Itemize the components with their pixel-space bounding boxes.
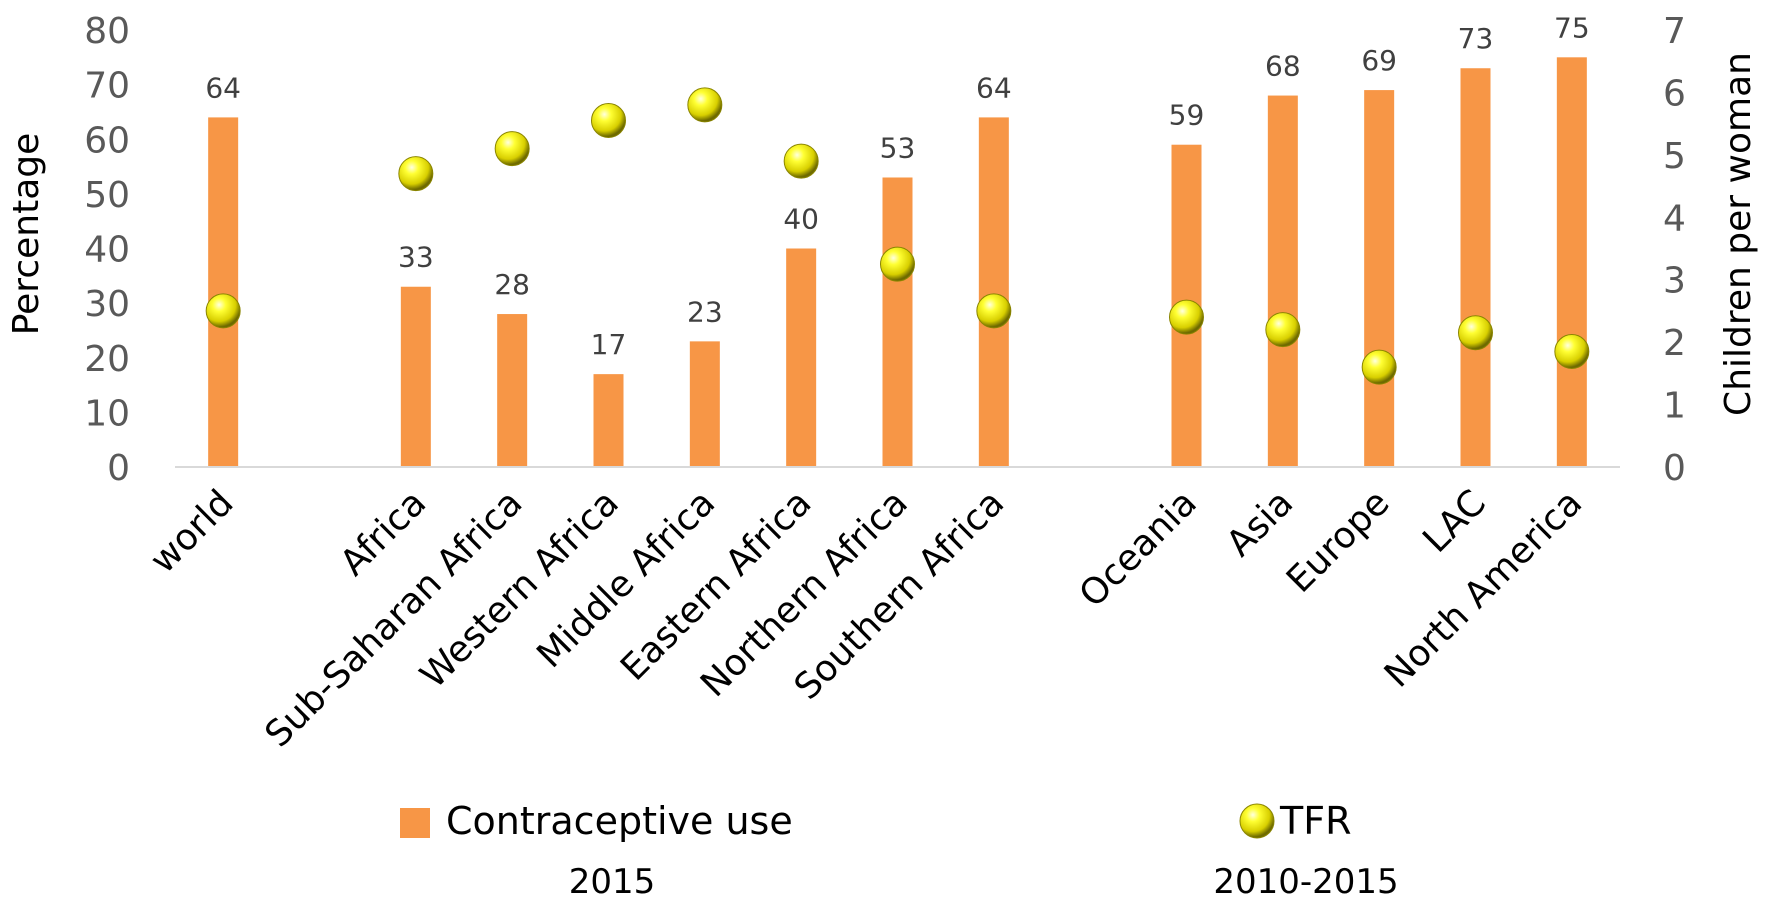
legend-sub-2010-2015: 2010-2015 [1213, 862, 1398, 902]
tfr-point-southern-africa [976, 293, 1012, 329]
tfr-point-oceania [1169, 299, 1204, 335]
bar-southern-africa [978, 117, 1009, 468]
y2-tick-label-2: 2 [1663, 323, 1686, 364]
tfr-point-sub-saharan-africa [494, 131, 530, 167]
y-tick-label-0: 0 [107, 448, 130, 489]
data-label-europe: 69 [1361, 44, 1397, 77]
bar-europe [1364, 90, 1395, 468]
y2-axis-title: Children per woman [1718, 52, 1759, 416]
left-axis: 0 10 20 30 40 50 60 70 80 [84, 11, 130, 489]
data-label-middle-africa: 23 [687, 295, 723, 328]
y2-tick-label-3: 3 [1663, 261, 1686, 302]
bar-asia [1267, 95, 1298, 468]
bar-africa [400, 286, 431, 467]
bar-north-america [1556, 57, 1587, 467]
data-label-north-america: 75 [1554, 11, 1590, 44]
legend-swatch-contraceptive-use [400, 808, 430, 838]
data-label-western-africa: 17 [591, 328, 627, 361]
bar-eastern-africa [786, 248, 817, 467]
y2-tick-label-4: 4 [1663, 198, 1686, 239]
y-tick-label-40: 40 [84, 230, 130, 271]
y-tick-label-10: 10 [84, 393, 130, 434]
category-label-oceania: Oceania [1072, 482, 1205, 615]
data-label-world: 64 [205, 71, 241, 104]
right-axis: 0 1 2 3 4 5 6 7 [1663, 11, 1686, 489]
y2-tick-label-6: 6 [1663, 73, 1686, 114]
legend-sub-2015: 2015 [569, 862, 656, 902]
y-tick-label-60: 60 [84, 120, 130, 161]
bar-northern-africa [882, 177, 913, 468]
category-label-asia: Asia [1219, 482, 1301, 564]
y-axis-title: Percentage [6, 133, 47, 336]
data-label-sub-saharan-africa: 28 [494, 268, 530, 301]
y2-tick-label-7: 7 [1663, 11, 1686, 52]
tfr-point-north-america [1554, 334, 1590, 370]
data-label-southern-africa: 64 [976, 71, 1012, 104]
bar-western-africa [593, 374, 624, 467]
legend-label-tfr: TFR [1279, 799, 1351, 843]
bar-lac [1460, 68, 1491, 468]
tfr-point-middle-africa [687, 87, 723, 123]
tfr-point-lac [1458, 315, 1493, 351]
legend-label-contraceptive-use: Contraceptive use [446, 799, 793, 843]
bar-world [208, 117, 239, 468]
data-label-oceania: 59 [1169, 99, 1205, 132]
data-label-northern-africa: 53 [880, 131, 916, 164]
y2-tick-label-5: 5 [1663, 136, 1686, 177]
tfr-point-asia [1265, 312, 1301, 348]
tfr-point-africa [398, 156, 434, 192]
tfr-point-eastern-africa [783, 143, 819, 179]
data-labels: 64 33 28 17 23 40 53 64 59 68 69 73 75 [205, 11, 1589, 361]
y-tick-label-70: 70 [84, 66, 130, 107]
y-tick-label-20: 20 [84, 339, 130, 380]
y-tick-label-50: 50 [84, 175, 130, 216]
category-label-world: world [142, 482, 241, 581]
category-label-europe: Europe [1279, 482, 1398, 601]
tfr-point-western-africa [591, 103, 626, 139]
data-label-africa: 33 [398, 241, 434, 274]
bar-middle-africa [689, 341, 720, 467]
bar-sub-saharan-africa [497, 314, 528, 467]
tfr-point-world [205, 293, 241, 329]
tfr-series [205, 87, 1590, 385]
y-tick-label-80: 80 [84, 11, 130, 52]
legend: Contraceptive use 2015 TFR 2010-2015 [400, 799, 1399, 902]
data-label-asia: 68 [1265, 50, 1301, 83]
tfr-point-europe [1361, 349, 1397, 385]
y2-tick-label-1: 1 [1663, 386, 1686, 427]
y-tick-label-30: 30 [84, 284, 130, 325]
data-label-eastern-africa: 40 [783, 203, 819, 236]
tfr-point-northern-africa [880, 246, 915, 282]
data-label-lac: 73 [1458, 22, 1494, 55]
y2-tick-label-0: 0 [1663, 448, 1686, 489]
legend-swatch-tfr [1239, 803, 1275, 839]
category-label-lac: LAC [1415, 482, 1494, 560]
